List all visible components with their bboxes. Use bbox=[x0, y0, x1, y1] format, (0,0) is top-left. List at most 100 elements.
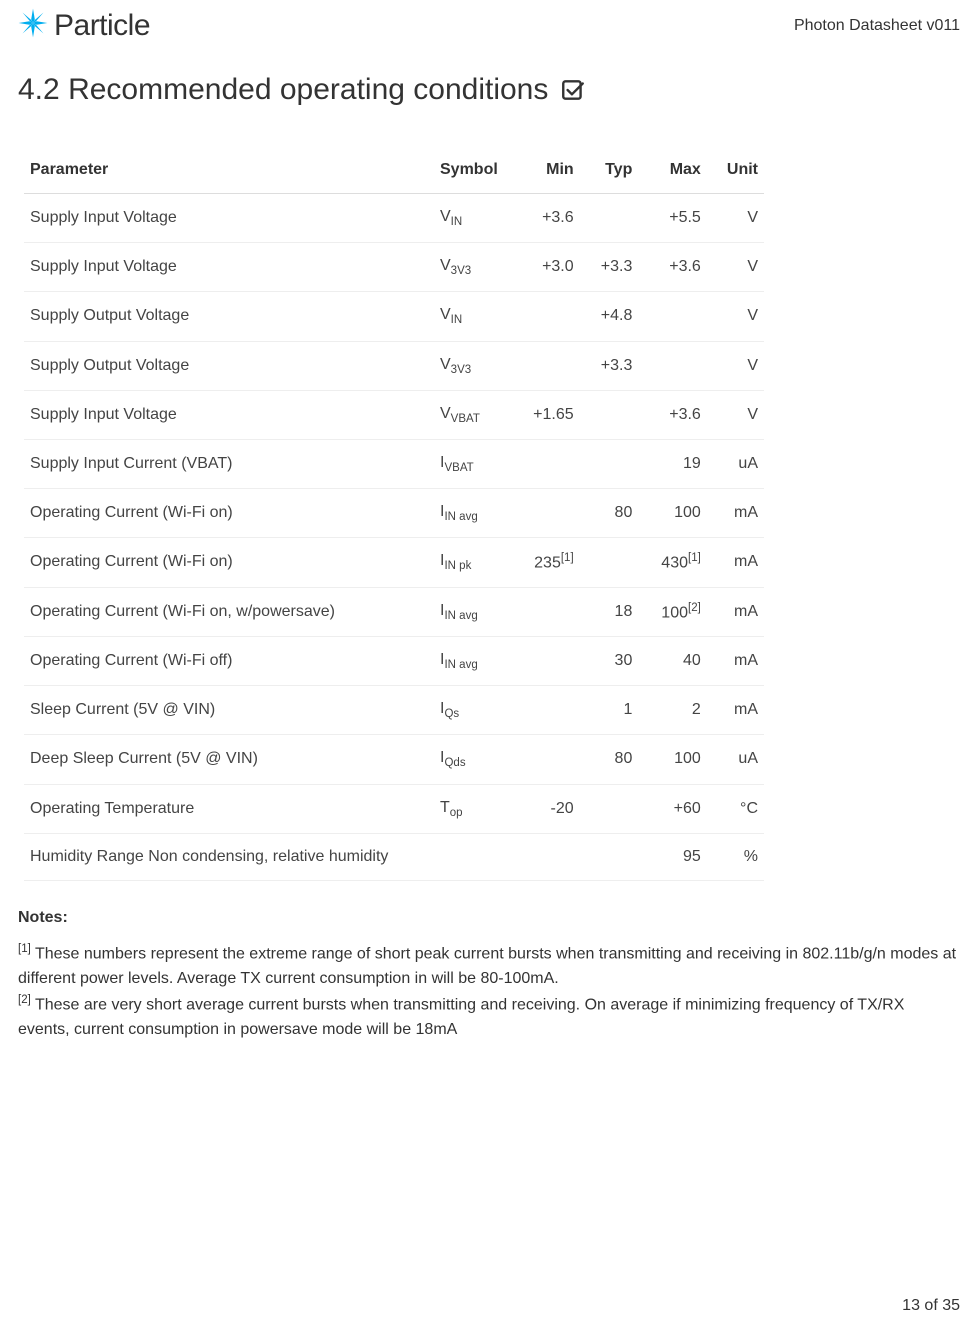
cell-typ: 30 bbox=[584, 636, 643, 685]
section-title: 4.2 Recommended operating conditions bbox=[18, 73, 960, 107]
cell-min bbox=[514, 735, 584, 784]
col-typ: Typ bbox=[584, 147, 643, 194]
cell-min bbox=[514, 686, 584, 735]
cell-max: +5.5 bbox=[642, 194, 710, 243]
cell-max: 2 bbox=[642, 686, 710, 735]
doc-title: Photon Datasheet v011 bbox=[794, 17, 960, 35]
cell-symbol: IQds bbox=[434, 735, 514, 784]
cell-max bbox=[642, 341, 710, 390]
table-row: Deep Sleep Current (5V @ VIN)IQds 80100uA bbox=[24, 735, 764, 784]
table-row: Supply Output VoltageVIN+4.8V bbox=[24, 292, 764, 341]
cell-parameter: Operating Current (Wi-Fi on) bbox=[24, 489, 434, 538]
cell-max: 100[2] bbox=[642, 587, 710, 636]
cell-min: +3.0 bbox=[514, 243, 584, 292]
cell-parameter: Supply Input Current (VBAT) bbox=[24, 439, 434, 488]
cell-unit: mA bbox=[711, 538, 764, 587]
cell-unit: V bbox=[711, 243, 764, 292]
cell-parameter: Supply Output Voltage bbox=[24, 292, 434, 341]
col-max: Max bbox=[642, 147, 710, 194]
cell-max: 40 bbox=[642, 636, 710, 685]
cell-max: 430[1] bbox=[642, 538, 710, 587]
cell-typ: 80 bbox=[584, 489, 643, 538]
cell-max: +3.6 bbox=[642, 390, 710, 439]
check-square-icon bbox=[560, 77, 586, 103]
cell-unit: % bbox=[711, 833, 764, 880]
brand-name: Particle bbox=[54, 9, 150, 43]
cell-min bbox=[514, 292, 584, 341]
note-line: [1] These numbers represent the extreme … bbox=[18, 941, 960, 992]
cell-unit: uA bbox=[711, 735, 764, 784]
cell-unit: mA bbox=[711, 587, 764, 636]
cell-min bbox=[514, 636, 584, 685]
brand-logo: Particle bbox=[18, 8, 150, 43]
cell-unit: V bbox=[711, 390, 764, 439]
cell-symbol: IIN avg bbox=[434, 636, 514, 685]
col-min: Min bbox=[514, 147, 584, 194]
cell-unit: °C bbox=[711, 784, 764, 833]
col-parameter: Parameter bbox=[24, 147, 434, 194]
cell-min: -20 bbox=[514, 784, 584, 833]
cell-symbol: VIN bbox=[434, 292, 514, 341]
cell-typ bbox=[584, 439, 643, 488]
spec-table: Parameter Symbol Min Typ Max Unit Supply… bbox=[24, 147, 764, 881]
cell-max: 100 bbox=[642, 735, 710, 784]
cell-symbol: IQs bbox=[434, 686, 514, 735]
cell-unit: mA bbox=[711, 636, 764, 685]
cell-min bbox=[514, 489, 584, 538]
table-row: Operating Current (Wi-Fi on, w/powersave… bbox=[24, 587, 764, 636]
cell-max: 19 bbox=[642, 439, 710, 488]
table-row: Supply Input VoltageV3V3+3.0+3.3+3.6V bbox=[24, 243, 764, 292]
cell-symbol bbox=[434, 833, 514, 880]
cell-typ bbox=[584, 194, 643, 243]
cell-typ bbox=[584, 784, 643, 833]
cell-unit: mA bbox=[711, 686, 764, 735]
table-row: Supply Output VoltageV3V3 +3.3 V bbox=[24, 341, 764, 390]
cell-parameter: Operating Current (Wi-Fi on, w/powersave… bbox=[24, 587, 434, 636]
cell-parameter: Supply Input Voltage bbox=[24, 243, 434, 292]
cell-max: +60 bbox=[642, 784, 710, 833]
cell-unit: uA bbox=[711, 439, 764, 488]
page-footer: 13 of 35 bbox=[902, 1297, 960, 1315]
table-row: Supply Input VoltageVVBAT+1.65+3.6V bbox=[24, 390, 764, 439]
cell-symbol: V3V3 bbox=[434, 341, 514, 390]
cell-typ: +3.3 bbox=[584, 341, 643, 390]
cell-min bbox=[514, 341, 584, 390]
cell-min: +3.6 bbox=[514, 194, 584, 243]
table-row: Operating TemperatureTop-20+60°C bbox=[24, 784, 764, 833]
table-row: Supply Input VoltageVIN+3.6+5.5V bbox=[24, 194, 764, 243]
cell-unit: V bbox=[711, 341, 764, 390]
cell-symbol: V3V3 bbox=[434, 243, 514, 292]
section-title-text: 4.2 Recommended operating conditions bbox=[18, 73, 548, 107]
cell-typ: 80 bbox=[584, 735, 643, 784]
cell-typ bbox=[584, 538, 643, 587]
cell-max: +3.6 bbox=[642, 243, 710, 292]
cell-unit: V bbox=[711, 194, 764, 243]
cell-typ: 1 bbox=[584, 686, 643, 735]
table-header-row: Parameter Symbol Min Typ Max Unit bbox=[24, 147, 764, 194]
cell-typ bbox=[584, 833, 643, 880]
table-row: Supply Input Current (VBAT)IVBAT19uA bbox=[24, 439, 764, 488]
cell-min bbox=[514, 439, 584, 488]
cell-parameter: Supply Output Voltage bbox=[24, 341, 434, 390]
cell-min: +1.65 bbox=[514, 390, 584, 439]
cell-min bbox=[514, 587, 584, 636]
cell-symbol: IIN avg bbox=[434, 489, 514, 538]
cell-unit: mA bbox=[711, 489, 764, 538]
spark-icon bbox=[18, 8, 48, 43]
cell-max: 100 bbox=[642, 489, 710, 538]
cell-min: 235[1] bbox=[514, 538, 584, 587]
cell-parameter: Deep Sleep Current (5V @ VIN) bbox=[24, 735, 434, 784]
cell-typ bbox=[584, 390, 643, 439]
cell-unit: V bbox=[711, 292, 764, 341]
cell-max bbox=[642, 292, 710, 341]
table-row: Sleep Current (5V @ VIN)IQs12mA bbox=[24, 686, 764, 735]
notes-heading: Notes: bbox=[18, 909, 960, 927]
cell-parameter: Supply Input Voltage bbox=[24, 390, 434, 439]
col-unit: Unit bbox=[711, 147, 764, 194]
note-line: [2] These are very short average current… bbox=[18, 992, 960, 1043]
cell-parameter: Humidity Range Non condensing, relative … bbox=[24, 833, 434, 880]
cell-max: 95 bbox=[642, 833, 710, 880]
cell-typ: 18 bbox=[584, 587, 643, 636]
cell-parameter: Operating Current (Wi-Fi off) bbox=[24, 636, 434, 685]
cell-symbol: Top bbox=[434, 784, 514, 833]
